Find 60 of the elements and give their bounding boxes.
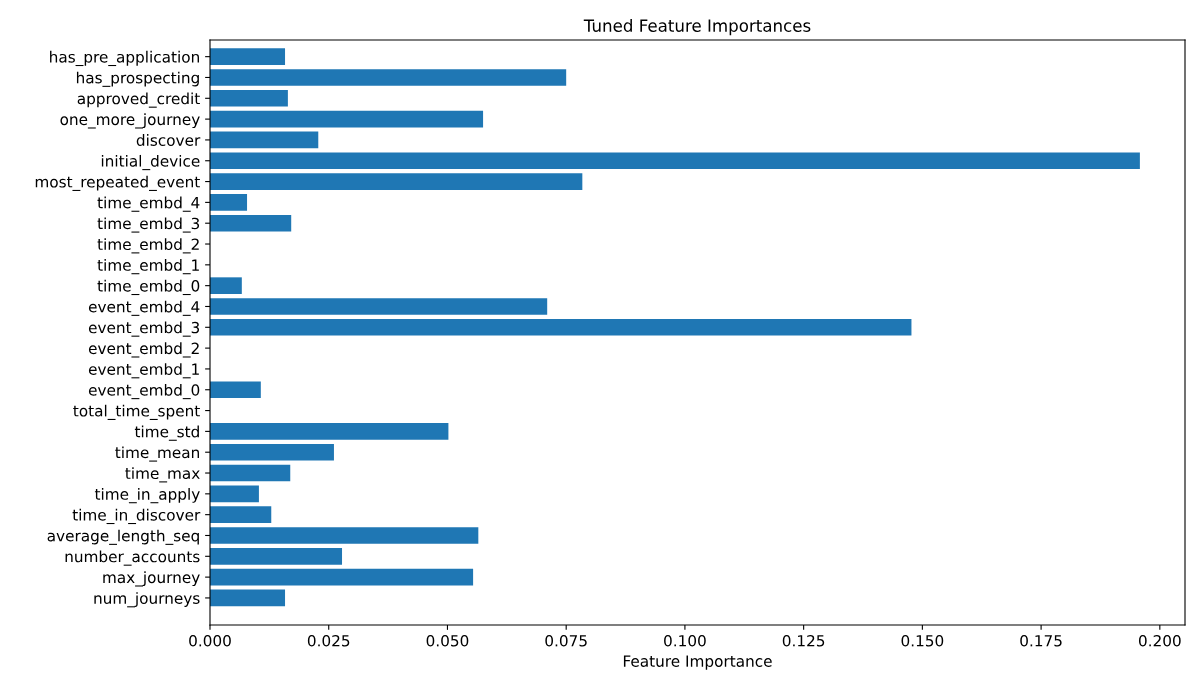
- y-tick-label: time_std: [134, 425, 199, 441]
- y-tick-label: event_embd_0: [88, 383, 200, 400]
- y-tick-label: event_embd_2: [88, 342, 199, 358]
- y-tick-label: max_journey: [103, 571, 200, 587]
- bar: [210, 464, 291, 482]
- y-tick-label: time_embd_3: [97, 217, 200, 233]
- y-tick-label: time_embd_1: [97, 259, 199, 275]
- y-tick-label: time_embd_4: [97, 196, 200, 212]
- y-tick-label: time_embd_2: [97, 238, 199, 254]
- bar: [210, 194, 248, 211]
- x-tick-label: 0.150: [901, 634, 944, 647]
- bar: [210, 173, 583, 190]
- x-tick-label: 0.100: [664, 634, 706, 647]
- x-tick-label: 0.175: [1020, 634, 1062, 647]
- y-tick-label: num_journeys: [94, 592, 200, 608]
- bar: [210, 318, 912, 336]
- x-tick-label: 0.200: [1138, 634, 1181, 647]
- bar: [210, 277, 242, 294]
- bar: [210, 547, 343, 565]
- bar: [210, 485, 259, 503]
- bar: [210, 214, 292, 232]
- x-tick-label: 0.025: [307, 634, 350, 647]
- bar: [210, 423, 449, 440]
- bar: [210, 381, 261, 399]
- y-tick-label: has_prospecting: [76, 71, 199, 87]
- y-tick-label: discover: [136, 134, 201, 146]
- y-tick-label: has_pre_application: [50, 50, 199, 67]
- y-tick-label: most_repeated_event: [35, 175, 200, 191]
- x-tick-label: 0.050: [426, 634, 469, 647]
- y-tick-label: event_embd_1: [88, 363, 199, 379]
- bar: [210, 298, 548, 315]
- x-tick-label: 0.125: [782, 634, 825, 647]
- y-tick-label: one_more_journey: [60, 113, 200, 129]
- y-tick-label: approved_credit: [77, 92, 200, 108]
- bar: [210, 48, 286, 65]
- x-axis-title: Feature Importance: [623, 655, 772, 670]
- y-tick-label: time_mean: [115, 446, 199, 462]
- y-tick-label: time_max: [125, 467, 200, 483]
- y-tick-label: average_length_seq: [47, 529, 199, 545]
- bar: [210, 131, 319, 149]
- bar: [210, 527, 479, 544]
- x-tick-label: 0.000: [189, 634, 231, 647]
- y-tick-label: total_time_spent: [73, 404, 200, 420]
- bar: [210, 589, 286, 607]
- y-tick-label: time_embd_0: [97, 279, 200, 296]
- bar: [210, 110, 484, 128]
- bar: [210, 69, 567, 86]
- y-tick-label: number_accounts: [65, 550, 200, 566]
- y-tick-label: time_in_discover: [72, 508, 201, 525]
- bar: [210, 89, 288, 107]
- chart-title: Tuned Feature Importances: [583, 19, 811, 36]
- bar: [210, 152, 1140, 170]
- y-tick-label: event_embd_3: [88, 321, 200, 337]
- bar: [210, 568, 474, 586]
- bar: [210, 506, 272, 523]
- y-tick-label: initial_device: [101, 154, 200, 171]
- y-tick-label: time_in_apply: [94, 488, 200, 504]
- bar: [210, 443, 334, 461]
- x-tick-label: 0.075: [545, 634, 587, 647]
- y-tick-label: event_embd_4: [88, 300, 200, 316]
